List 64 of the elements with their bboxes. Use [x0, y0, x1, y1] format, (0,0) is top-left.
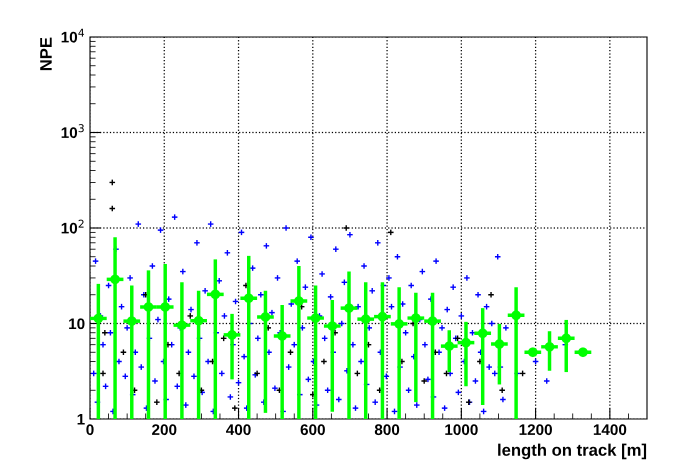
point [378, 312, 388, 322]
point [342, 224, 350, 232]
point [153, 398, 160, 406]
point [320, 358, 328, 365]
point [498, 386, 506, 394]
point [488, 291, 495, 298]
point [177, 320, 187, 330]
point [160, 302, 170, 312]
y-tick-label: 10$^{3}$ [62, 124, 84, 138]
point [478, 328, 488, 338]
point [494, 339, 504, 349]
x-tick-label: 200 [152, 424, 176, 436]
point [461, 338, 471, 348]
x-tick-label: 400 [226, 424, 251, 436]
x-tick-label: 1000 [445, 424, 478, 436]
point [260, 312, 270, 322]
y-tick-label: 10 [69, 318, 85, 330]
y-tick-label: 10$^{2}$ [62, 220, 84, 234]
point [220, 334, 228, 342]
point [93, 314, 104, 324]
point [444, 341, 454, 351]
x-tick-label: 1400 [594, 424, 626, 436]
point [511, 310, 521, 320]
point [100, 370, 106, 377]
point [287, 348, 294, 356]
point [101, 329, 108, 336]
point [310, 313, 320, 323]
x-tick-label: 0 [86, 424, 94, 436]
point [231, 404, 238, 412]
point [428, 316, 438, 326]
point [387, 228, 394, 236]
point [360, 314, 371, 324]
point [344, 303, 354, 313]
point [126, 316, 137, 326]
point [354, 370, 361, 377]
point [194, 316, 204, 326]
point [420, 378, 428, 384]
point [108, 178, 116, 186]
point [410, 313, 421, 323]
point [244, 293, 254, 304]
x-tick-label: 800 [374, 424, 400, 436]
point [227, 330, 237, 340]
point [519, 370, 526, 377]
point [277, 331, 288, 341]
x-tick-label: 1200 [520, 424, 552, 436]
point [120, 348, 127, 356]
point [108, 205, 116, 212]
point [327, 321, 338, 331]
point [394, 319, 404, 329]
y-axis-title: NPE [40, 38, 52, 70]
point [561, 333, 572, 344]
x-axis-title: length on track [m] [498, 444, 646, 460]
point [144, 302, 154, 312]
point [294, 296, 304, 306]
x-tick-label: 600 [300, 424, 325, 436]
point [186, 312, 194, 320]
y-tick-label: 10$^{4}$ [62, 28, 84, 43]
point [528, 347, 538, 358]
point [544, 342, 554, 352]
point [210, 289, 220, 300]
point [578, 347, 588, 358]
point [110, 274, 120, 284]
point [443, 370, 450, 377]
y-tick-label: 1 [78, 414, 85, 425]
